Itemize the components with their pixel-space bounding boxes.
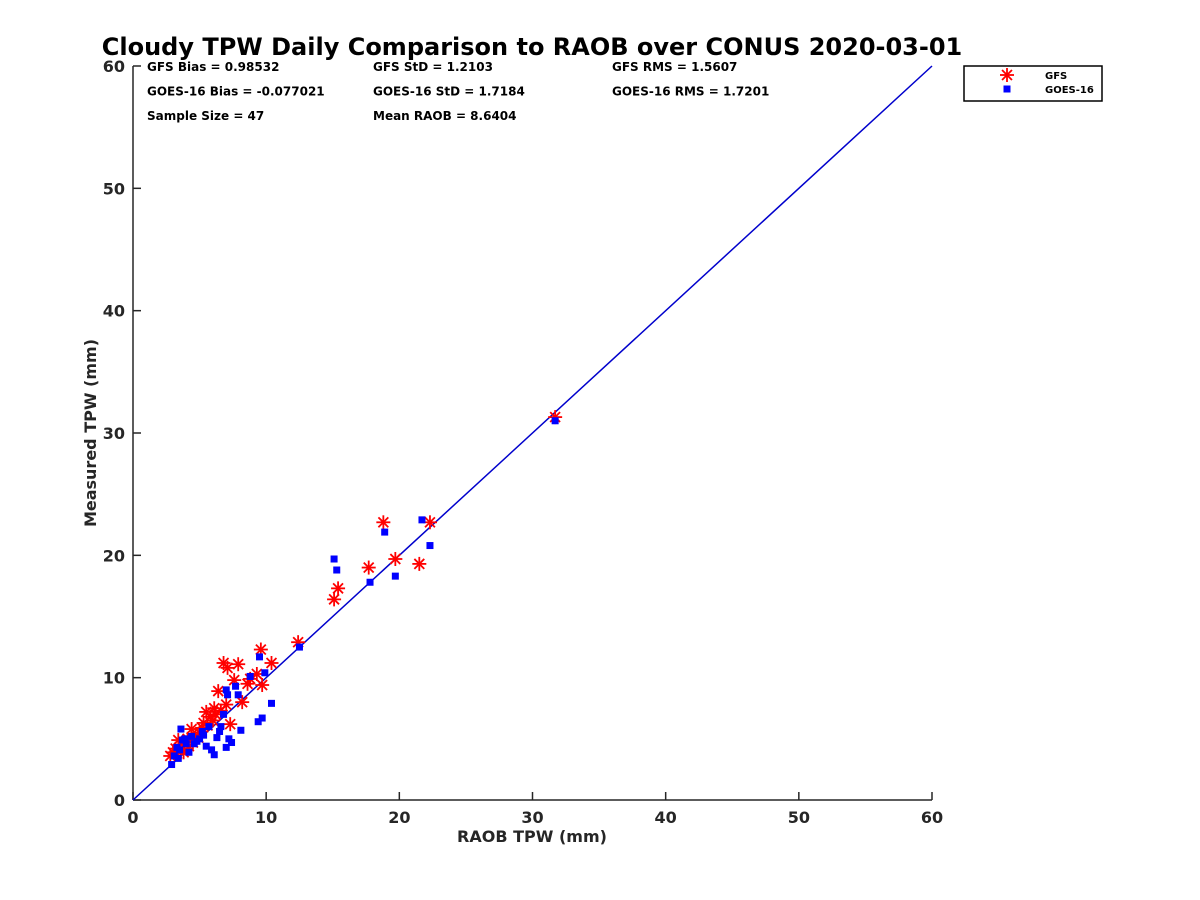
data-point: [391, 572, 399, 580]
legend-marker: [1003, 85, 1011, 93]
data-point: [178, 736, 186, 744]
reference-line: [132, 65, 933, 801]
stat-text: GFS StD = 1.2103: [373, 60, 493, 74]
data-point: [327, 592, 342, 607]
data-point: [361, 560, 376, 575]
y-tick-label: 20: [103, 546, 125, 565]
x-ticks: 0 10 20 30 40 50 60: [127, 792, 943, 827]
x-tick-label: 40: [655, 808, 677, 827]
stat-text: GOES-16 Bias = -0.077021: [147, 85, 325, 99]
data-point: [170, 752, 178, 760]
data-point: [330, 555, 338, 563]
y-ticks: 0 10 20 30 40 50 60: [103, 57, 141, 810]
data-point: [261, 669, 269, 677]
series-goes-16: [168, 417, 559, 769]
data-point: [222, 743, 230, 751]
data-point: [551, 417, 559, 425]
data-point: [232, 682, 240, 690]
series-gfs: [163, 410, 563, 763]
data-point: [366, 578, 374, 586]
data-point: [333, 566, 341, 574]
data-point: [267, 699, 275, 707]
stat-text: GOES-16 StD = 1.7184: [373, 85, 525, 99]
data-point: [254, 718, 262, 726]
data-point: [216, 727, 224, 735]
data-point: [219, 697, 234, 712]
data-point: [256, 653, 264, 661]
data-point: [388, 552, 403, 567]
data-point: [185, 748, 193, 756]
data-point: [224, 691, 232, 699]
data-point: [381, 528, 389, 536]
data-point: [255, 678, 270, 693]
legend-label: GOES-16: [1045, 85, 1094, 96]
data-point: [208, 746, 216, 754]
data-point: [331, 581, 346, 596]
data-point: [168, 761, 176, 769]
data-point: [235, 695, 250, 710]
data-point: [210, 751, 218, 759]
y-tick-label: 40: [103, 302, 125, 321]
data-point: [220, 660, 235, 675]
y-tick-label: 30: [103, 424, 125, 443]
data-point: [176, 746, 184, 754]
data-point: [202, 742, 210, 750]
data-point: [193, 737, 201, 745]
data-point: [412, 556, 427, 571]
x-tick-label: 10: [255, 808, 277, 827]
y-axis-label: Measured TPW (mm): [81, 339, 100, 527]
legend: GFS GOES-16: [963, 65, 1103, 102]
data-point: [223, 717, 238, 732]
data-point: [205, 713, 220, 728]
data-point: [264, 655, 279, 670]
stat-text: Mean RAOB = 8.6404: [373, 109, 517, 123]
x-tick-label: 0: [127, 808, 138, 827]
stat-text: GOES-16 RMS = 1.7201: [612, 85, 769, 99]
data-point: [418, 516, 426, 524]
data-point: [222, 686, 230, 694]
data-point: [213, 734, 221, 742]
data-point: [426, 542, 434, 550]
data-point: [200, 731, 208, 739]
y-tick-label: 10: [103, 669, 125, 688]
chart-title: Cloudy TPW Daily Comparison to RAOB over…: [102, 33, 962, 61]
stat-text: GFS Bias = 0.98532: [147, 60, 279, 74]
data-point: [174, 754, 182, 762]
x-tick-label: 50: [788, 808, 810, 827]
stats-block: GFS Bias = 0.98532 GFS StD = 1.2103 GFS RM…: [147, 60, 769, 123]
data-point: [234, 691, 242, 699]
data-point: [182, 740, 190, 748]
data-point: [217, 723, 225, 731]
data-point: [258, 714, 266, 722]
x-axis-label: RAOB TPW (mm): [457, 827, 607, 846]
data-point: [188, 732, 196, 740]
legend-box: [963, 65, 1103, 102]
x-tick-label: 30: [521, 808, 543, 827]
data-point: [237, 726, 245, 734]
legend-label: GFS: [1045, 71, 1067, 82]
data-point: [376, 515, 391, 530]
data-point: [231, 657, 246, 672]
legend-marker: [1000, 68, 1014, 82]
data-point: [422, 515, 437, 530]
data-point: [228, 739, 236, 747]
stat-text: GFS RMS = 1.5607: [612, 60, 737, 74]
x-tick-label: 20: [388, 808, 410, 827]
data-point: [295, 643, 303, 651]
data-points: [163, 410, 563, 769]
y-tick-label: 50: [103, 179, 125, 198]
data-point: [225, 735, 233, 743]
data-point: [246, 672, 254, 680]
stat-text: Sample Size = 47: [147, 109, 264, 123]
data-point: [220, 710, 228, 718]
data-point: [198, 727, 206, 735]
data-point: [177, 725, 185, 733]
x-tick-label: 60: [921, 808, 943, 827]
data-point: [205, 723, 213, 731]
y-tick-label: 60: [103, 57, 125, 76]
y-tick-label: 0: [114, 791, 125, 810]
